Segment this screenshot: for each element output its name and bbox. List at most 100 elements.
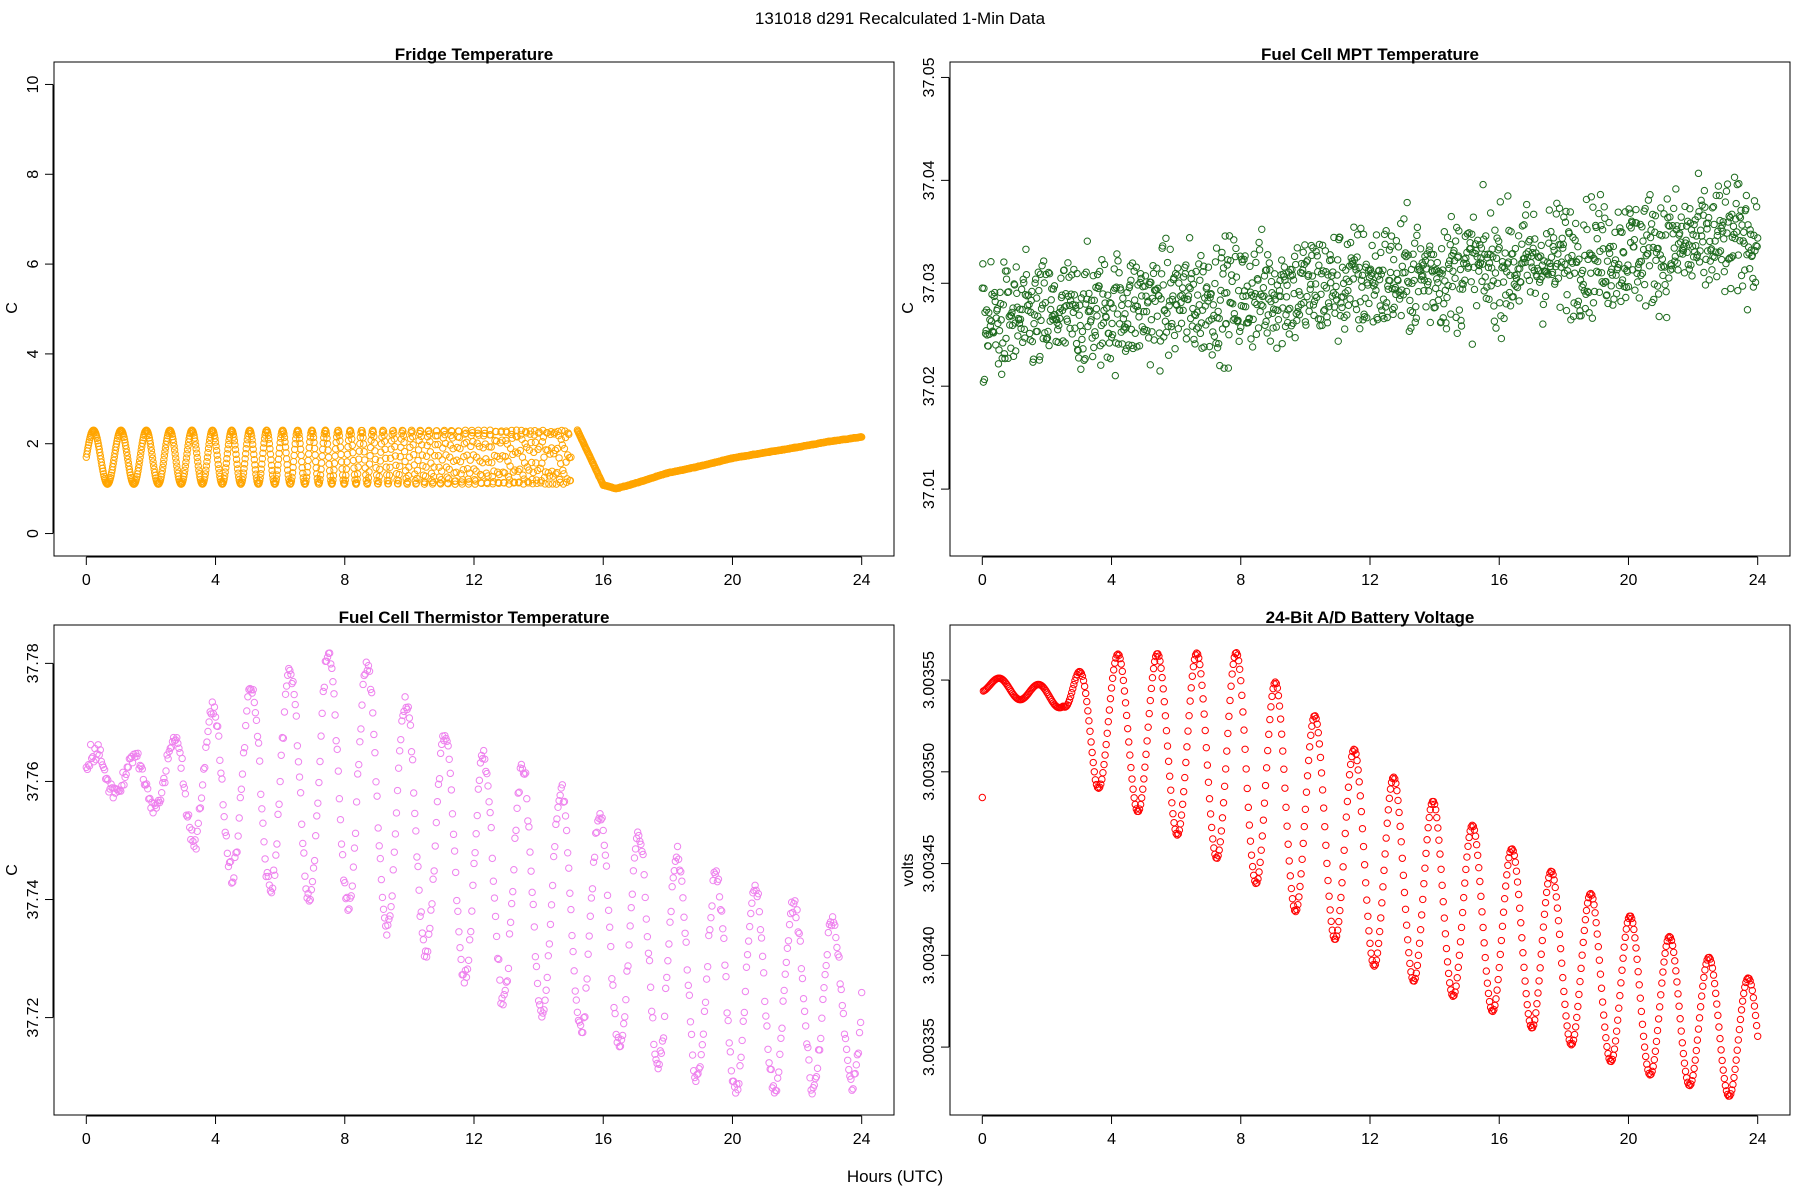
data-point (1630, 925, 1638, 934)
data-point (99, 467, 107, 475)
data-point (1517, 278, 1525, 286)
data-point (135, 460, 143, 469)
data-point (469, 881, 477, 889)
data-point (1511, 244, 1520, 253)
data-point (1123, 320, 1132, 328)
data-point (1717, 255, 1726, 264)
data-point (430, 463, 438, 471)
y-axis-label: C (4, 864, 21, 876)
data-point (1216, 838, 1225, 846)
data-point (1746, 230, 1755, 238)
data-point (1276, 276, 1284, 285)
data-point (1496, 299, 1504, 307)
data-point (1608, 271, 1617, 279)
data-point (356, 738, 364, 746)
data-point (548, 480, 557, 488)
x-tick-label: 20 (724, 572, 742, 589)
data-point (1303, 292, 1311, 301)
data-point (542, 986, 550, 994)
data-point (1571, 236, 1579, 244)
data-point (138, 439, 147, 447)
data-point (598, 814, 606, 822)
data-point (122, 445, 130, 453)
data-point (1587, 193, 1596, 201)
data-point (1302, 321, 1310, 329)
data-point (1371, 252, 1380, 260)
data-point (1668, 941, 1677, 950)
data-point (485, 798, 493, 806)
data-point (1245, 314, 1254, 322)
data-point (431, 842, 439, 850)
data-point (264, 431, 273, 440)
data-point (1332, 282, 1340, 291)
data-point (1139, 785, 1147, 793)
data-point (583, 975, 591, 983)
data-point (1021, 291, 1030, 299)
data-point (978, 793, 987, 802)
data-point (1282, 803, 1290, 812)
data-point (331, 711, 339, 719)
data-point (544, 469, 553, 477)
data-point (764, 1045, 772, 1054)
data-point (409, 450, 418, 459)
data-point (1568, 259, 1577, 267)
data-point (306, 895, 315, 904)
y-tick-label: 37.76 (25, 761, 42, 801)
data-point (315, 778, 323, 787)
data-point (1723, 1090, 1732, 1099)
data-point (813, 1064, 822, 1073)
data-point (1396, 291, 1404, 300)
data-point (247, 686, 255, 694)
data-point (1034, 268, 1043, 276)
data-point (747, 909, 755, 918)
data-point (1637, 271, 1645, 280)
data-point (1493, 986, 1501, 994)
data-point (93, 436, 102, 445)
data-point (558, 781, 567, 789)
data-point (394, 764, 403, 772)
data-point (1243, 784, 1251, 793)
data-point (1294, 900, 1302, 909)
data-point (1558, 234, 1566, 242)
data-point (1041, 298, 1050, 307)
data-point (254, 739, 263, 747)
x-tick-label: 0 (978, 572, 987, 589)
data-point (1580, 926, 1589, 935)
data-point (360, 448, 368, 456)
data-point (685, 991, 694, 999)
data-point (409, 441, 417, 449)
plot-frame (949, 624, 1791, 1116)
data-point (1630, 236, 1639, 244)
data-point (504, 964, 513, 973)
data-point (182, 458, 190, 466)
data-point (241, 449, 250, 458)
data-point (1745, 265, 1754, 273)
data-point (1737, 1006, 1746, 1014)
data-point (344, 443, 352, 451)
data-point (1550, 876, 1558, 884)
data-point (1689, 253, 1698, 261)
data-point (801, 1022, 810, 1030)
data-point (1730, 1073, 1738, 1082)
data-point (1455, 306, 1464, 314)
data-point (992, 314, 1001, 322)
data-point (181, 790, 190, 798)
data-point (487, 443, 495, 451)
data-point (170, 442, 178, 450)
data-point (173, 462, 181, 470)
data-point (1360, 861, 1369, 869)
data-point (469, 437, 477, 446)
data-point (406, 721, 415, 729)
data-point (1296, 268, 1305, 277)
data-point (1288, 895, 1297, 903)
data-point (1476, 240, 1484, 249)
data-point (1080, 356, 1088, 364)
data-point (1711, 248, 1720, 256)
data-point (1429, 250, 1438, 259)
data-point (1377, 248, 1385, 257)
data-point (1261, 321, 1269, 329)
data-point (1597, 221, 1605, 230)
data-point (1025, 300, 1033, 309)
data-point (1055, 321, 1063, 330)
